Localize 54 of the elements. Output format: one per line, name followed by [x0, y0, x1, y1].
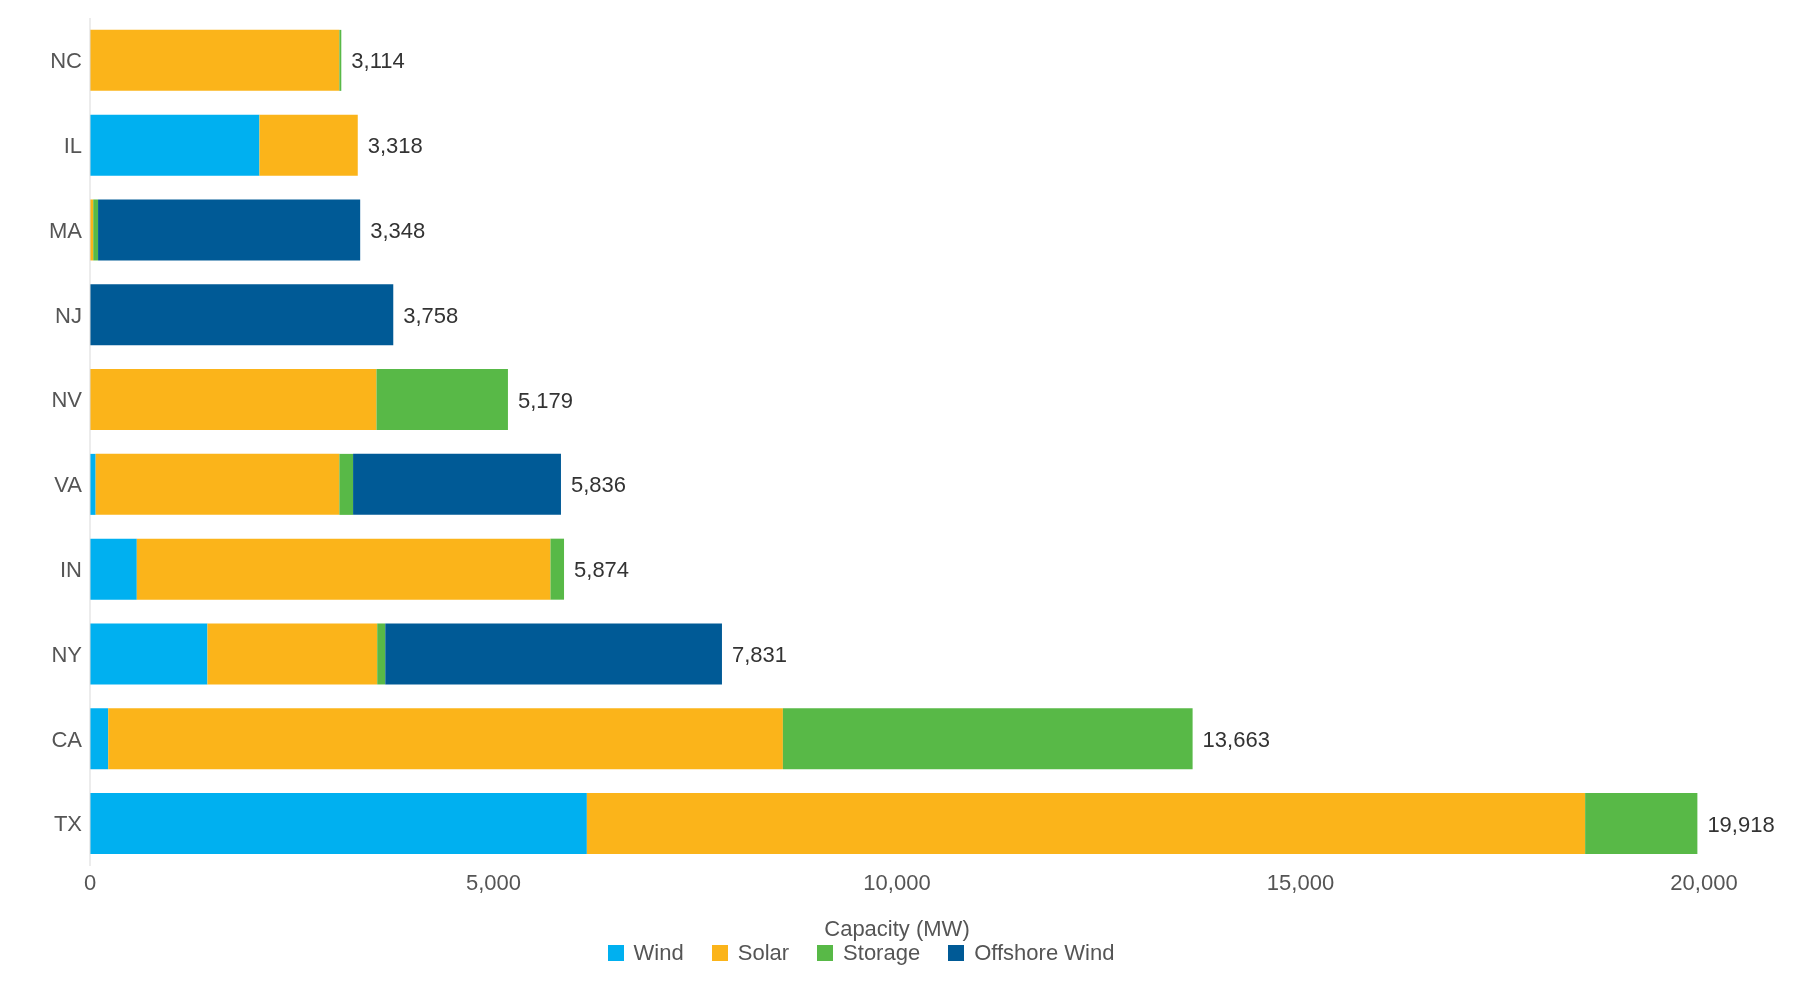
x-tick-label: 20,000 — [1670, 869, 1738, 895]
total-label: 13,663 — [1202, 726, 1270, 752]
total-label: 3,318 — [367, 133, 423, 159]
bar — [782, 708, 1193, 770]
bar — [353, 453, 561, 515]
total-label: 5,179 — [517, 387, 574, 413]
bar — [90, 538, 137, 600]
bar — [377, 623, 386, 685]
bar — [385, 623, 722, 685]
bar — [93, 199, 99, 261]
bar — [90, 29, 340, 91]
total-label: 5,836 — [570, 472, 627, 498]
y-tick-label: NJ — [55, 302, 82, 328]
bar — [95, 453, 340, 515]
bar — [90, 284, 394, 346]
legend-label: Storage — [843, 940, 921, 966]
y-tick-label: NC — [50, 48, 83, 74]
bar — [90, 793, 587, 855]
bar — [90, 708, 109, 770]
total-label: 3,114 — [351, 48, 405, 74]
bar — [376, 369, 508, 431]
x-tick-label: 10,000 — [863, 869, 931, 895]
bar — [1585, 793, 1698, 855]
legend-label: Wind — [633, 940, 684, 966]
legend-label: Solar — [737, 940, 790, 966]
bar — [207, 623, 378, 685]
bar — [586, 793, 1586, 855]
x-tick-label: 5,000 — [465, 869, 522, 895]
y-tick-label: CA — [51, 726, 83, 752]
y-tick-label: VA — [54, 472, 83, 498]
y-tick-label: IL — [63, 133, 82, 159]
bar — [339, 453, 354, 515]
total-label: 5,874 — [574, 557, 630, 583]
bar — [136, 538, 551, 600]
total-label: 3,348 — [370, 217, 426, 243]
x-tick-label: 15,000 — [1266, 869, 1335, 895]
y-tick-label: MA — [49, 217, 83, 243]
bar — [90, 114, 260, 176]
total-label: 19,918 — [1707, 811, 1775, 837]
x-axis-title: Capacity (MW) — [824, 916, 970, 941]
total-label: 7,831 — [731, 641, 788, 667]
bar — [98, 199, 361, 261]
legend-label: Offshore Wind — [974, 940, 1115, 966]
bar — [90, 623, 208, 685]
y-tick-label: TX — [53, 811, 83, 837]
y-tick-label: NY — [51, 641, 83, 667]
bar — [550, 538, 565, 600]
bar — [108, 708, 783, 770]
bar — [259, 114, 358, 176]
x-tick-label: 0 — [83, 869, 97, 895]
y-tick-label: NV — [51, 387, 83, 413]
bar — [90, 369, 377, 431]
total-label: 3,758 — [403, 302, 459, 328]
y-tick-label: IN — [60, 557, 82, 583]
